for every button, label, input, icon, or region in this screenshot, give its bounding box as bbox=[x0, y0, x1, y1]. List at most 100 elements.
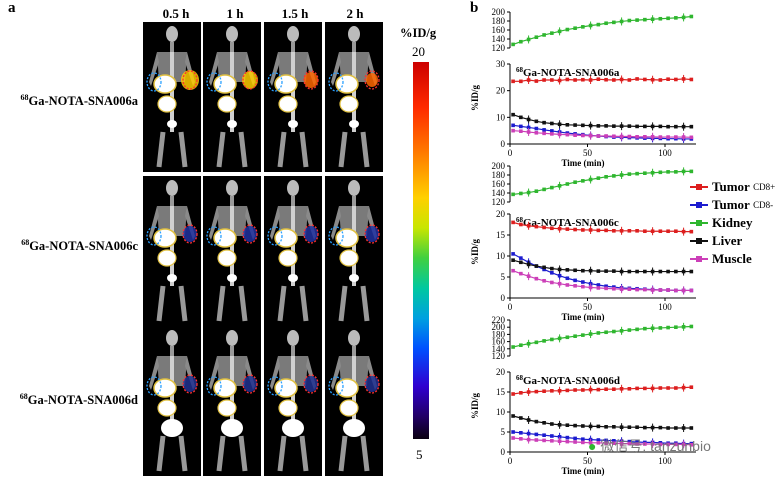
data-point bbox=[550, 422, 554, 426]
data-point bbox=[573, 436, 577, 441]
y-tick-label-lower: 10 bbox=[496, 251, 506, 261]
pet-scan-image bbox=[325, 326, 383, 476]
series-line bbox=[513, 386, 692, 395]
data-point bbox=[511, 128, 515, 133]
data-point bbox=[658, 124, 663, 129]
data-point bbox=[674, 135, 678, 139]
data-point bbox=[565, 388, 570, 393]
data-point bbox=[635, 18, 639, 22]
series-line bbox=[512, 259, 692, 273]
data-point bbox=[612, 134, 616, 139]
pet-scan-image bbox=[264, 22, 322, 172]
y-tick-label-lower: 5 bbox=[501, 427, 506, 437]
data-point bbox=[573, 388, 577, 392]
series-line bbox=[512, 415, 692, 429]
y-tick-label-upper: 120 bbox=[492, 43, 506, 53]
data-point bbox=[643, 135, 647, 139]
data-point bbox=[658, 269, 663, 274]
data-point bbox=[519, 343, 523, 347]
data-point bbox=[689, 288, 694, 293]
data-point bbox=[666, 135, 670, 139]
pet-scan-image bbox=[143, 326, 201, 476]
data-point bbox=[550, 271, 554, 275]
data-point bbox=[612, 78, 616, 82]
y-axis-label: %ID/g bbox=[470, 85, 480, 112]
data-point bbox=[534, 79, 539, 83]
data-point bbox=[604, 134, 608, 138]
data-point bbox=[596, 283, 601, 287]
pet-scan-image bbox=[143, 176, 201, 326]
data-point bbox=[643, 425, 647, 430]
data-point bbox=[658, 78, 663, 82]
data-point bbox=[581, 437, 585, 441]
data-point bbox=[666, 16, 670, 21]
series-line bbox=[513, 170, 692, 195]
x-tick-label: 50 bbox=[583, 456, 593, 466]
data-point bbox=[596, 438, 601, 442]
x-tick-label: 100 bbox=[658, 148, 672, 158]
data-point bbox=[635, 171, 639, 176]
data-point bbox=[635, 124, 639, 129]
data-point bbox=[643, 124, 647, 129]
data-point bbox=[519, 437, 523, 441]
data-point bbox=[542, 265, 546, 270]
data-point bbox=[627, 287, 632, 291]
data-point bbox=[534, 419, 539, 424]
data-point bbox=[573, 180, 577, 184]
data-point bbox=[565, 77, 570, 82]
data-point bbox=[542, 421, 546, 425]
data-point bbox=[565, 283, 570, 287]
series-line bbox=[512, 114, 692, 128]
data-point bbox=[612, 20, 616, 25]
data-point bbox=[635, 327, 639, 332]
data-point bbox=[658, 170, 663, 175]
data-point bbox=[643, 287, 647, 292]
data-point bbox=[674, 269, 678, 274]
legend-marker bbox=[690, 200, 708, 210]
data-point bbox=[565, 268, 570, 272]
row-label-a: 68Ga-NOTA-SNA006a bbox=[20, 93, 139, 109]
y-tick-label-lower: 0 bbox=[501, 447, 506, 457]
data-point bbox=[612, 439, 616, 443]
data-point bbox=[635, 229, 639, 233]
data-point bbox=[519, 129, 523, 133]
data-point bbox=[674, 386, 678, 390]
series-line bbox=[513, 78, 692, 82]
pet-scan-image bbox=[203, 326, 261, 476]
data-point bbox=[627, 134, 632, 139]
series-line bbox=[513, 130, 692, 138]
data-point bbox=[689, 77, 694, 82]
data-point bbox=[612, 286, 616, 291]
data-point bbox=[550, 266, 554, 271]
data-point bbox=[581, 284, 585, 289]
y-tick-label-lower: 20 bbox=[496, 209, 506, 219]
row-label-c: 68Ga-NOTA-SNA006c bbox=[21, 238, 138, 254]
data-point bbox=[534, 432, 539, 437]
data-point bbox=[573, 423, 577, 428]
data-point bbox=[565, 439, 570, 444]
data-point bbox=[643, 386, 647, 391]
data-point bbox=[573, 123, 577, 127]
data-point bbox=[666, 170, 670, 174]
data-point bbox=[565, 227, 570, 231]
data-point bbox=[573, 334, 577, 338]
data-point bbox=[689, 169, 694, 174]
data-point bbox=[534, 126, 539, 131]
data-point bbox=[534, 264, 539, 268]
colorbar-min: 5 bbox=[416, 447, 423, 462]
data-point bbox=[643, 442, 647, 446]
y-tick-label-upper: 200 bbox=[492, 161, 506, 171]
data-point bbox=[511, 112, 515, 117]
data-point bbox=[550, 389, 554, 393]
y-tick-label-upper: 140 bbox=[492, 188, 506, 198]
data-point bbox=[674, 16, 678, 20]
data-point bbox=[604, 441, 608, 445]
data-point bbox=[573, 227, 577, 232]
data-point bbox=[550, 121, 554, 126]
x-tick-label: 50 bbox=[583, 302, 593, 312]
data-point bbox=[573, 268, 577, 273]
row-label-d: 68Ga-NOTA-SNA006d bbox=[19, 392, 138, 408]
data-point bbox=[511, 268, 515, 273]
data-point bbox=[612, 425, 616, 429]
data-point bbox=[666, 229, 670, 234]
